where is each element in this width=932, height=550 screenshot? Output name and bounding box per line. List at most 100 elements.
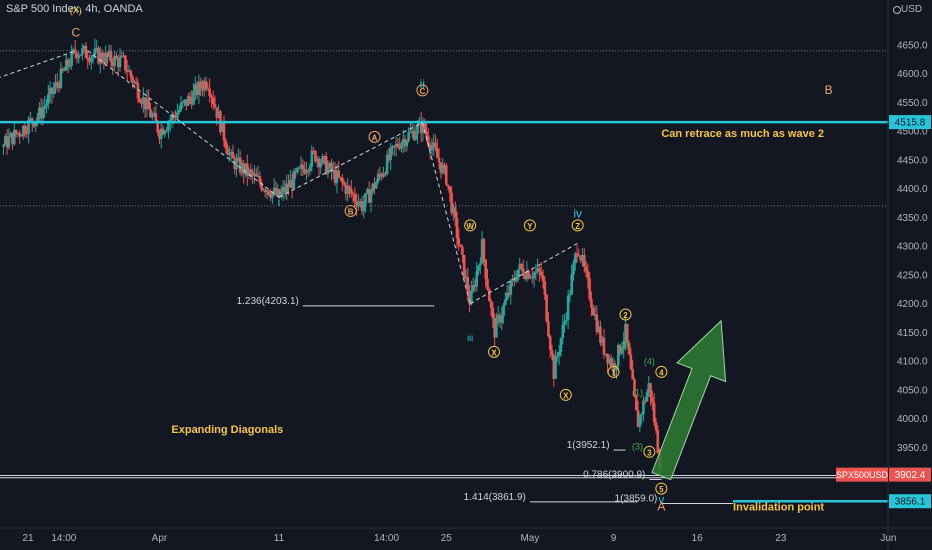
chart-title: S&P 500 Index, 4h, OANDA [6,3,143,15]
wave-label-circle [655,482,668,495]
candle-body [16,132,20,135]
candle-body [116,58,120,68]
candle-body [156,121,159,133]
candle-body [643,400,647,402]
candle-body [457,238,461,245]
candle-body [627,342,631,355]
candle-body [222,121,226,141]
candle-body [14,129,18,135]
candle-body [174,116,177,118]
candle-body [12,129,16,145]
candle-body [224,140,228,149]
candle-body [210,96,213,98]
candle-body [349,188,353,194]
overlays: 1.236(4203.1) 1(3952.1) 0.786(3900.9) 1.414… [0,5,888,513]
wave-label: Z [575,222,580,231]
candle-body [443,164,446,166]
price-tick-label: 4150.0 [897,328,928,339]
time-tick-label: 16 [692,533,704,544]
candle-body [192,90,195,105]
candle-body [448,186,452,193]
price-tick-label: 4450.0 [897,155,928,166]
candle-body [47,94,50,104]
price-tag-box [889,494,931,509]
candle-body [482,239,486,260]
candle-body [280,192,283,197]
candle-body [432,142,436,147]
wave-label-circle [655,365,668,378]
candle-body [147,98,150,110]
candle-body [459,244,462,248]
candle-body [154,113,158,122]
candle-body [625,323,629,343]
candle-body [534,271,538,273]
candle-body [536,268,539,272]
candle-body [149,109,152,118]
candle-body [389,147,392,160]
candle-body [487,289,491,302]
wave-label: ii [420,77,425,91]
candle-body [428,144,432,151]
candle-body [125,70,129,72]
candle-body [136,83,140,99]
candle-body [430,146,434,151]
wave-label: 5 [659,485,664,494]
candle-body [271,191,274,198]
candle-body [81,48,84,55]
candle-body [170,114,174,121]
candle-body [513,278,516,281]
symbol-tag-box [836,467,888,482]
dashed-trendline [278,122,423,198]
candle-body [539,271,543,276]
candle-body [244,163,247,175]
candle-body [306,170,310,172]
wave-label: (1) [632,388,643,398]
candle-body [394,143,398,148]
time-tick-label: Apr [152,533,168,544]
clock-icon[interactable] [893,6,901,14]
candle-body [142,97,145,104]
candle-body [520,263,523,269]
candle-body [129,70,133,77]
candle-body [588,278,591,299]
candle-body [301,164,305,170]
candle-body [461,247,464,255]
candle-body [574,253,577,264]
candle-body [38,107,41,118]
candle-body [498,315,502,323]
candle-body [57,84,61,88]
price-tick-label: 4500.0 [897,127,928,138]
candle-body [441,164,444,173]
candle-body [262,189,265,191]
currency-label[interactable]: USD [901,4,923,15]
candle-body [258,175,262,183]
candle-body [299,164,303,168]
candle-body [260,182,263,190]
wave-label: C [71,25,80,39]
candle-body [645,392,649,402]
candle-body [326,167,330,174]
candle-body [543,281,547,295]
candle-body [88,60,91,63]
candle-body [213,104,217,108]
candle-body [516,269,520,281]
candle-body [323,156,326,158]
candle-body [332,169,335,173]
candle-body [181,102,185,104]
candle-body [358,201,362,204]
price-tick-label: 4100.0 [897,357,928,368]
candle-body [220,121,224,133]
wave-label: 4 [659,368,664,377]
candle-body [611,363,615,367]
candle-body [104,52,107,64]
candle-body [532,272,536,278]
candle-body [98,52,102,64]
candle-body [480,239,484,264]
dashed-trendline [87,50,280,198]
candle-body [45,103,48,107]
candle-body [507,292,511,295]
candle-body [582,255,586,267]
candle-body [254,173,258,177]
candle-body [473,285,477,287]
